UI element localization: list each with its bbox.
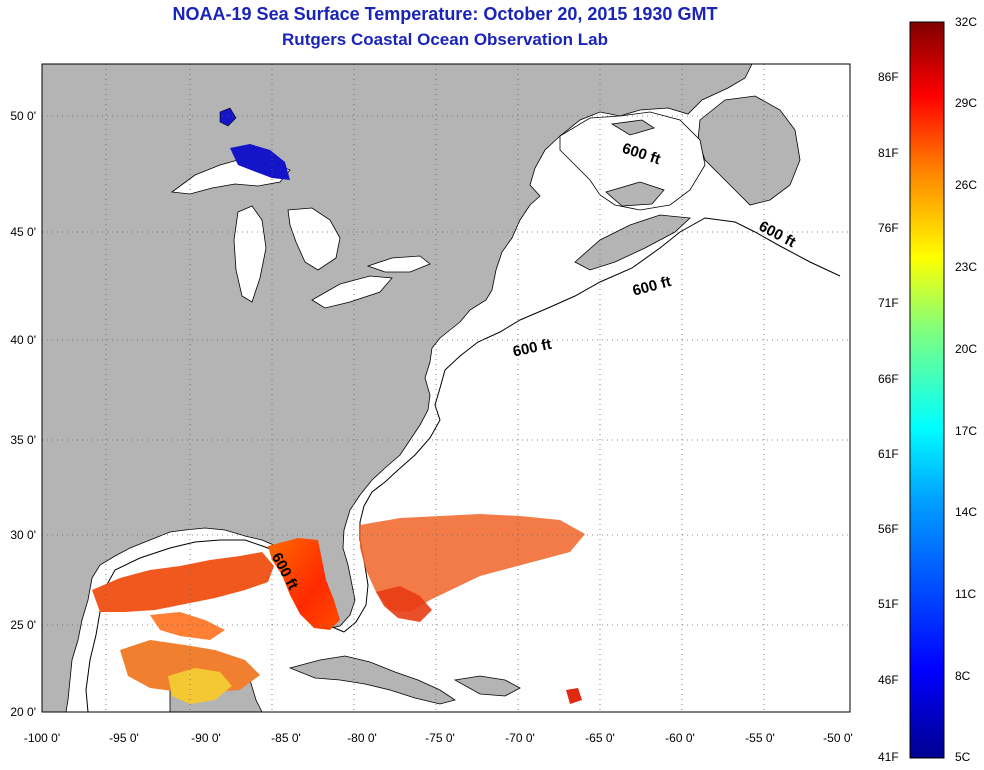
lat-tick: 50 0'	[10, 109, 36, 123]
lon-tick: -100 0'	[24, 731, 60, 745]
colorbar-celsius: 5C	[955, 750, 971, 764]
lake-ontario	[366, 255, 431, 273]
lake-huron	[287, 207, 341, 271]
lat-tick: 45 0'	[10, 225, 36, 239]
sst-atlantic-patch	[360, 514, 585, 612]
map-frame	[41, 63, 851, 713]
sst-gulf-band	[92, 552, 274, 612]
land-cuba	[288, 655, 456, 705]
lake-nipigon	[219, 107, 237, 127]
map-subtitle: Rutgers Coastal Ocean Observation Lab	[282, 30, 608, 49]
colorbar-fahrenheit: 66F	[878, 372, 899, 386]
gulf-st-lawrence	[559, 111, 706, 211]
land-hispaniola	[453, 675, 521, 697]
colorbar-fahrenheit: 41F	[878, 750, 899, 764]
colorbar-fahrenheit: 81F	[878, 146, 899, 160]
colorbar-fahrenheit: 76F	[878, 221, 899, 235]
colorbar-fahrenheit: 86F	[878, 70, 899, 84]
colorbar-fahrenheit: 51F	[878, 597, 899, 611]
lon-tick: -85 0'	[271, 731, 301, 745]
lat-tick: 20 0'	[10, 705, 36, 719]
lon-tick: -70 0'	[505, 731, 535, 745]
land-newfoundland	[697, 95, 801, 206]
colorbar-fahrenheit: 61F	[878, 447, 899, 461]
sst-yucatan-warm	[168, 668, 232, 704]
lon-tick: -75 0'	[425, 731, 455, 745]
lon-tick: -55 0'	[745, 731, 775, 745]
colorbar-fahrenheit: 71F	[878, 296, 899, 310]
colorbar-fahrenheit: 46F	[878, 673, 899, 687]
colorbar-celsius: 17C	[955, 424, 978, 438]
lon-tick: -80 0'	[347, 731, 377, 745]
lake-michigan	[233, 205, 267, 303]
colorbar-celsius: 32C	[955, 15, 978, 29]
map-title: NOAA-19 Sea Surface Temperature: October…	[172, 4, 718, 24]
sst-florida-shelf	[268, 538, 340, 630]
lake-superior-cold	[230, 144, 290, 180]
lon-tick: -50 0'	[823, 731, 853, 745]
colorbar-celsius: 29C	[955, 96, 978, 110]
colorbar-celsius: 20C	[955, 342, 978, 356]
lake-erie	[311, 275, 393, 309]
lon-axis: -100 0' -95 0' -90 0' -85 0' -80 0' -75 …	[24, 731, 853, 745]
lon-tick: -95 0'	[109, 731, 139, 745]
land-nova-scotia	[574, 214, 691, 271]
colorbar-celsius: 8C	[955, 669, 971, 683]
colorbar-celsius: 11C	[955, 587, 977, 601]
lat-tick: 25 0'	[10, 618, 36, 632]
lon-tick: -60 0'	[665, 731, 695, 745]
gridlines	[42, 64, 850, 712]
lat-axis: 50 0' 45 0' 40 0' 35 0' 30 0' 25 0' 20 0…	[10, 109, 36, 719]
lon-tick: -90 0'	[191, 731, 221, 745]
colorbar-fahrenheit: 56F	[878, 522, 899, 536]
sst-gulf-scatter	[150, 612, 225, 640]
sst-bahamas	[376, 586, 432, 622]
lat-tick: 40 0'	[10, 333, 36, 347]
land-anticosti	[610, 119, 655, 136]
colorbar-celsius: 26C	[955, 178, 978, 192]
sst-caribbean-spot	[566, 688, 582, 704]
lon-tick: -65 0'	[585, 731, 615, 745]
lat-tick: 30 0'	[10, 528, 36, 542]
land-gaspe	[605, 181, 665, 207]
colorbar-celsius: 14C	[955, 505, 978, 519]
land-north-america	[41, 63, 753, 713]
colorbar	[909, 21, 945, 759]
colorbar-celsius: 23C	[955, 260, 978, 274]
lat-tick: 35 0'	[10, 433, 36, 447]
